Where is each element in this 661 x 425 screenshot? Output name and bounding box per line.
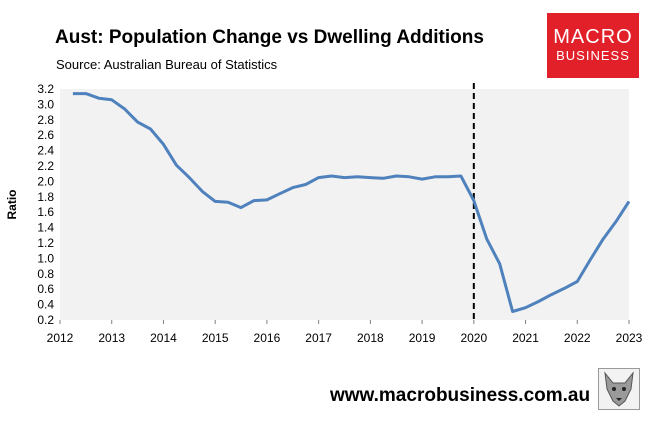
x-tick-label: 2021 [512, 331, 539, 345]
x-tick-label: 2016 [254, 331, 281, 345]
y-tick-label: 0.2 [37, 313, 54, 327]
chart-title: Aust: Population Change vs Dwelling Addi… [55, 27, 484, 48]
x-tick-label: 2017 [305, 331, 332, 345]
y-tick-label: 2.8 [37, 113, 54, 127]
x-tick-label: 2020 [460, 331, 487, 345]
y-tick-label: 2.4 [37, 144, 54, 158]
plot-area [60, 89, 629, 320]
y-tick-label: 2.2 [37, 159, 54, 173]
y-tick-label: 1.6 [37, 205, 54, 219]
logo-line-1: MACRO [553, 26, 633, 48]
y-tick-label: 1.8 [37, 190, 54, 204]
x-tick-label: 2022 [564, 331, 591, 345]
wolf-icon [598, 368, 640, 410]
x-tick-label: 2018 [357, 331, 384, 345]
y-tick-label: 1.0 [37, 251, 54, 265]
x-tick-label: 2013 [98, 331, 125, 345]
x-tick-label: 2023 [616, 331, 643, 345]
y-tick-label: 3.0 [37, 97, 54, 111]
chart-source: Source: Australian Bureau of Statistics [56, 57, 278, 72]
x-tick-label: 2019 [409, 331, 436, 345]
y-tick-label: 0.6 [37, 282, 54, 296]
y-tick-label: 0.4 [37, 298, 54, 312]
logo-line-2: BUSINESS [556, 48, 630, 63]
y-tick-label: 2.6 [37, 128, 54, 142]
website-link[interactable]: www.macrobusiness.com.au [330, 385, 591, 406]
macrobusiness-logo[interactable]: MACRO BUSINESS [547, 13, 639, 78]
x-tick-label: 2012 [47, 331, 74, 345]
y-tick-label: 1.2 [37, 236, 54, 250]
y-axis: 0.20.4 0.60.8 1.01.21.4 1.61.8 2.02.22.4 2.62… [37, 82, 54, 327]
y-axis-label: Ratio [5, 190, 19, 220]
x-axis: 2012 2013 2014 2015 2016 2017 2018 2019 2020 2021… [47, 320, 643, 345]
y-tick-label: 2.0 [37, 174, 54, 188]
x-tick-label: 2015 [202, 331, 229, 345]
x-tick-label: 2014 [150, 331, 177, 345]
series-line-ratio [72, 92, 631, 313]
y-tick-label: 3.2 [37, 82, 54, 96]
y-tick-label: 0.8 [37, 267, 54, 281]
y-tick-label: 1.4 [37, 221, 54, 235]
